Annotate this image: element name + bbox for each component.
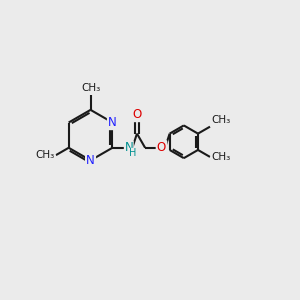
Text: CH₃: CH₃ (212, 115, 231, 125)
Text: CH₃: CH₃ (212, 152, 231, 162)
Text: O: O (132, 108, 142, 121)
Text: N: N (86, 154, 95, 167)
Text: N: N (124, 141, 133, 154)
Text: N: N (108, 116, 117, 129)
Text: CH₃: CH₃ (35, 150, 54, 160)
Text: H: H (129, 148, 136, 158)
Text: O: O (157, 141, 166, 154)
Text: CH₃: CH₃ (81, 83, 100, 93)
